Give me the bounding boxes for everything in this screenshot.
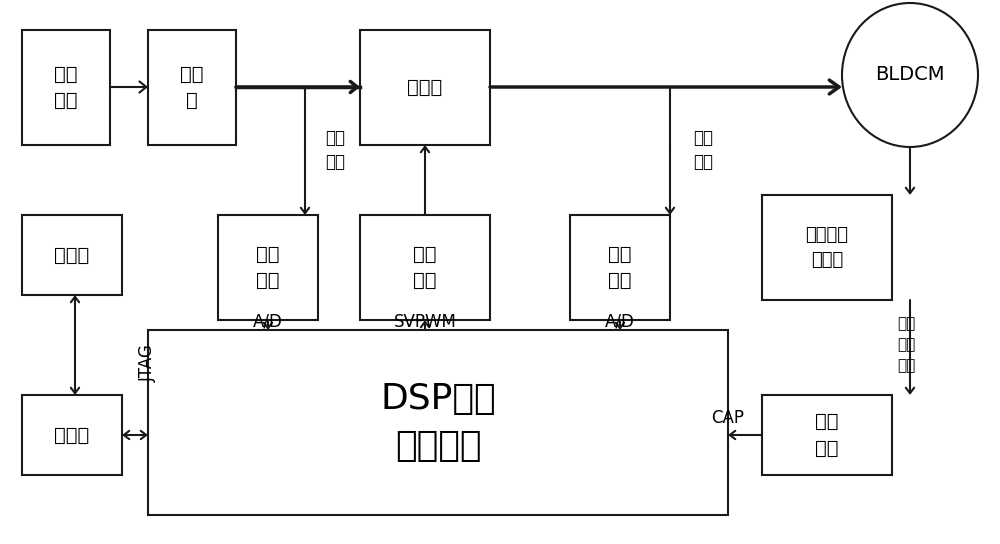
Bar xyxy=(762,195,892,300)
Text: 电压
采样: 电压 采样 xyxy=(693,128,713,171)
Bar xyxy=(148,330,728,515)
Text: 交流
电源: 交流 电源 xyxy=(54,65,78,110)
Text: 驱动
电路: 驱动 电路 xyxy=(413,245,437,290)
Text: DSP控制
电路模块: DSP控制 电路模块 xyxy=(380,382,496,463)
Bar xyxy=(22,30,110,145)
Text: JTAG: JTAG xyxy=(139,344,157,382)
Ellipse shape xyxy=(842,3,978,147)
Text: SVPWM: SVPWM xyxy=(394,313,456,331)
Bar xyxy=(360,215,490,320)
Text: 霍尔位置
传感器: 霍尔位置 传感器 xyxy=(806,226,848,269)
Text: 电平
转换: 电平 转换 xyxy=(815,412,839,458)
Text: 电流
采样: 电流 采样 xyxy=(325,128,345,171)
Bar xyxy=(148,30,236,145)
Text: BLDCM: BLDCM xyxy=(875,65,945,84)
Bar xyxy=(360,30,490,145)
Bar xyxy=(218,215,318,320)
Bar xyxy=(762,395,892,475)
Bar xyxy=(22,215,122,295)
Text: A/D: A/D xyxy=(253,313,283,331)
Bar xyxy=(570,215,670,320)
Text: 上位机: 上位机 xyxy=(54,245,90,264)
Text: 仿真器: 仿真器 xyxy=(54,425,90,444)
Text: 逆变器: 逆变器 xyxy=(407,78,443,97)
Bar xyxy=(22,395,122,475)
Text: 信号
调理: 信号 调理 xyxy=(608,245,632,290)
Text: CAP: CAP xyxy=(712,409,744,427)
Text: 转子
位置
信号: 转子 位置 信号 xyxy=(897,317,915,374)
Text: 信号
调理: 信号 调理 xyxy=(256,245,280,290)
Text: 整流
器: 整流 器 xyxy=(180,65,204,110)
Text: A/D: A/D xyxy=(605,313,635,331)
